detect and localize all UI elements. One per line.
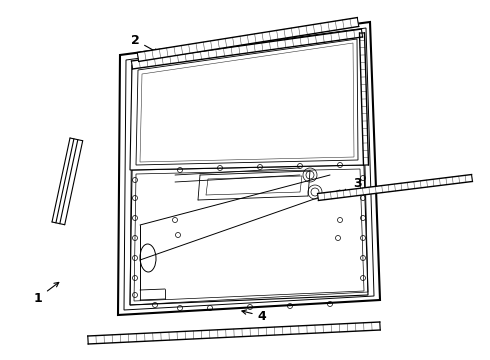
Polygon shape [137,18,359,62]
Text: 2: 2 [131,33,158,53]
Polygon shape [318,175,472,201]
Polygon shape [360,33,368,165]
Text: 3: 3 [343,176,362,194]
Polygon shape [131,29,363,69]
Polygon shape [118,22,380,315]
Polygon shape [88,322,380,344]
Text: 1: 1 [34,282,59,305]
Text: 4: 4 [242,310,267,323]
Polygon shape [130,33,364,170]
